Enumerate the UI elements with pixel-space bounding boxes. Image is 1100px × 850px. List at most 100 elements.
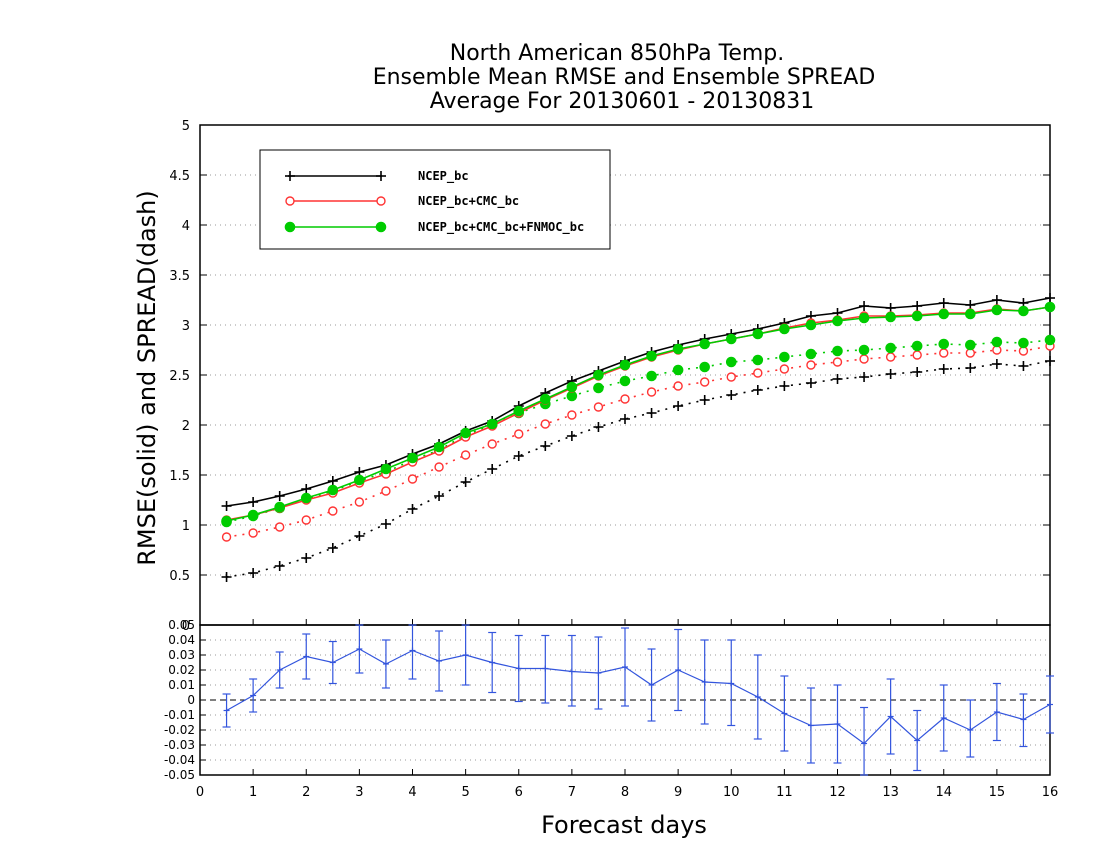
rmse-point bbox=[885, 311, 896, 323]
x-tick-label: 9 bbox=[674, 785, 682, 800]
rmse-point bbox=[912, 301, 923, 311]
spread-point bbox=[567, 410, 577, 420]
top-panel-series bbox=[221, 293, 1056, 582]
difference-line bbox=[226, 648, 1051, 745]
spread-point bbox=[991, 336, 1003, 348]
spread-point bbox=[859, 354, 869, 364]
rmse-point bbox=[327, 476, 338, 486]
spread-point bbox=[672, 364, 684, 376]
difference-point bbox=[754, 694, 761, 700]
legend-items: NCEP_bc NCEP_bc+CMC_bc NCEP_bc+CMC_bc+FNMO… bbox=[284, 169, 584, 235]
spread-point bbox=[221, 572, 232, 582]
spread-point bbox=[248, 568, 259, 578]
difference-point bbox=[728, 680, 735, 687]
rmse-point bbox=[752, 328, 764, 340]
difference-point bbox=[303, 653, 310, 660]
top-y-tick-label: 2.5 bbox=[169, 369, 190, 384]
x-tick-label: 15 bbox=[989, 785, 1006, 800]
rmse-point bbox=[486, 418, 498, 430]
spread-point bbox=[725, 356, 737, 368]
rmse-point bbox=[407, 452, 418, 464]
rmse-point bbox=[779, 323, 790, 335]
rmse-point bbox=[1044, 301, 1056, 313]
x-tick-label: 3 bbox=[355, 785, 363, 800]
difference-point bbox=[568, 668, 575, 675]
spread-point bbox=[938, 364, 949, 374]
difference-point bbox=[436, 658, 443, 664]
spread-point bbox=[1018, 337, 1029, 349]
difference-point bbox=[356, 646, 363, 652]
rmse-point bbox=[301, 484, 312, 494]
spread-point bbox=[752, 354, 764, 366]
x-tick-label: 1 bbox=[249, 785, 257, 800]
difference-point bbox=[489, 659, 496, 666]
rmse-point bbox=[672, 343, 684, 355]
bottom-y-tick-label: -0.03 bbox=[164, 738, 195, 752]
legend-marker-right bbox=[376, 171, 386, 181]
bottom-y-tick-label: -0.04 bbox=[164, 753, 195, 767]
spread-point bbox=[646, 387, 657, 397]
spread-point bbox=[566, 431, 577, 441]
difference-point bbox=[701, 679, 708, 685]
spread-point bbox=[620, 394, 630, 404]
difference-point bbox=[914, 737, 921, 744]
top-y-tick-label: 0 bbox=[182, 619, 190, 634]
spread-point bbox=[726, 390, 737, 400]
x-tick-label: 5 bbox=[461, 785, 469, 800]
top-y-tick-label: 3 bbox=[182, 319, 190, 334]
difference-point bbox=[542, 665, 549, 672]
rmse-point bbox=[938, 308, 950, 320]
spread-point bbox=[832, 357, 843, 367]
difference-point bbox=[409, 647, 416, 654]
bottom-y-tick-label: -0.05 bbox=[164, 768, 195, 782]
rmse-point bbox=[566, 381, 578, 393]
chart-title: North American 850hPa Temp. Ensemble Mea… bbox=[373, 41, 876, 114]
spread-point bbox=[513, 451, 524, 461]
spread-point bbox=[911, 340, 923, 352]
difference-point bbox=[595, 670, 602, 676]
rmse-point bbox=[274, 501, 285, 513]
spread-point bbox=[434, 462, 444, 472]
x-tick-label: 6 bbox=[515, 785, 523, 800]
spread-point bbox=[779, 381, 790, 391]
spread-point bbox=[407, 474, 418, 484]
spread-point bbox=[540, 419, 551, 429]
spread-point bbox=[858, 344, 870, 356]
difference-point bbox=[462, 652, 469, 658]
legend-marker-left bbox=[284, 221, 296, 233]
spread-point bbox=[699, 377, 710, 387]
spread-point bbox=[328, 506, 338, 516]
difference-point bbox=[648, 682, 655, 688]
rmse-point bbox=[274, 491, 285, 501]
x-tick-label: 16 bbox=[1042, 785, 1059, 800]
x-tick-label: 10 bbox=[723, 785, 740, 800]
top-y-tick-label: 1.5 bbox=[169, 469, 190, 484]
legend-entry: NCEP_bc bbox=[285, 169, 469, 184]
rmse-point bbox=[1018, 305, 1029, 317]
rmse-point bbox=[832, 315, 843, 327]
spread-point bbox=[619, 375, 631, 387]
series-ncep-bc-cmc-bc-fnmoc-bc-spread bbox=[221, 334, 1056, 528]
top-y-tick-label: 0.5 bbox=[169, 569, 190, 584]
legend-label: NCEP_bc+CMC_bc+FNMOC_bc bbox=[418, 220, 584, 235]
rmse-point bbox=[699, 338, 710, 350]
spread-point bbox=[806, 360, 816, 370]
bottom-y-axis-ticks: -0.05-0.04-0.03-0.02-0.0100.010.020.030.… bbox=[164, 618, 206, 782]
difference-point bbox=[1020, 716, 1027, 723]
difference-point bbox=[622, 664, 628, 670]
title-line-1: North American 850hPa Temp. bbox=[450, 41, 785, 66]
spread-point bbox=[752, 385, 763, 395]
difference-point bbox=[329, 659, 336, 666]
spread-point bbox=[487, 439, 497, 449]
difference-point bbox=[1047, 701, 1053, 708]
spread-point bbox=[646, 408, 657, 418]
bottom-y-tick-label: 0.01 bbox=[168, 678, 195, 692]
rmse-point bbox=[300, 492, 312, 504]
spread-point bbox=[274, 561, 285, 571]
spread-point bbox=[779, 364, 790, 374]
spread-point bbox=[381, 486, 391, 496]
top-y-tick-label: 2 bbox=[182, 419, 190, 434]
spread-point bbox=[779, 351, 790, 363]
spread-line bbox=[226, 339, 1051, 523]
